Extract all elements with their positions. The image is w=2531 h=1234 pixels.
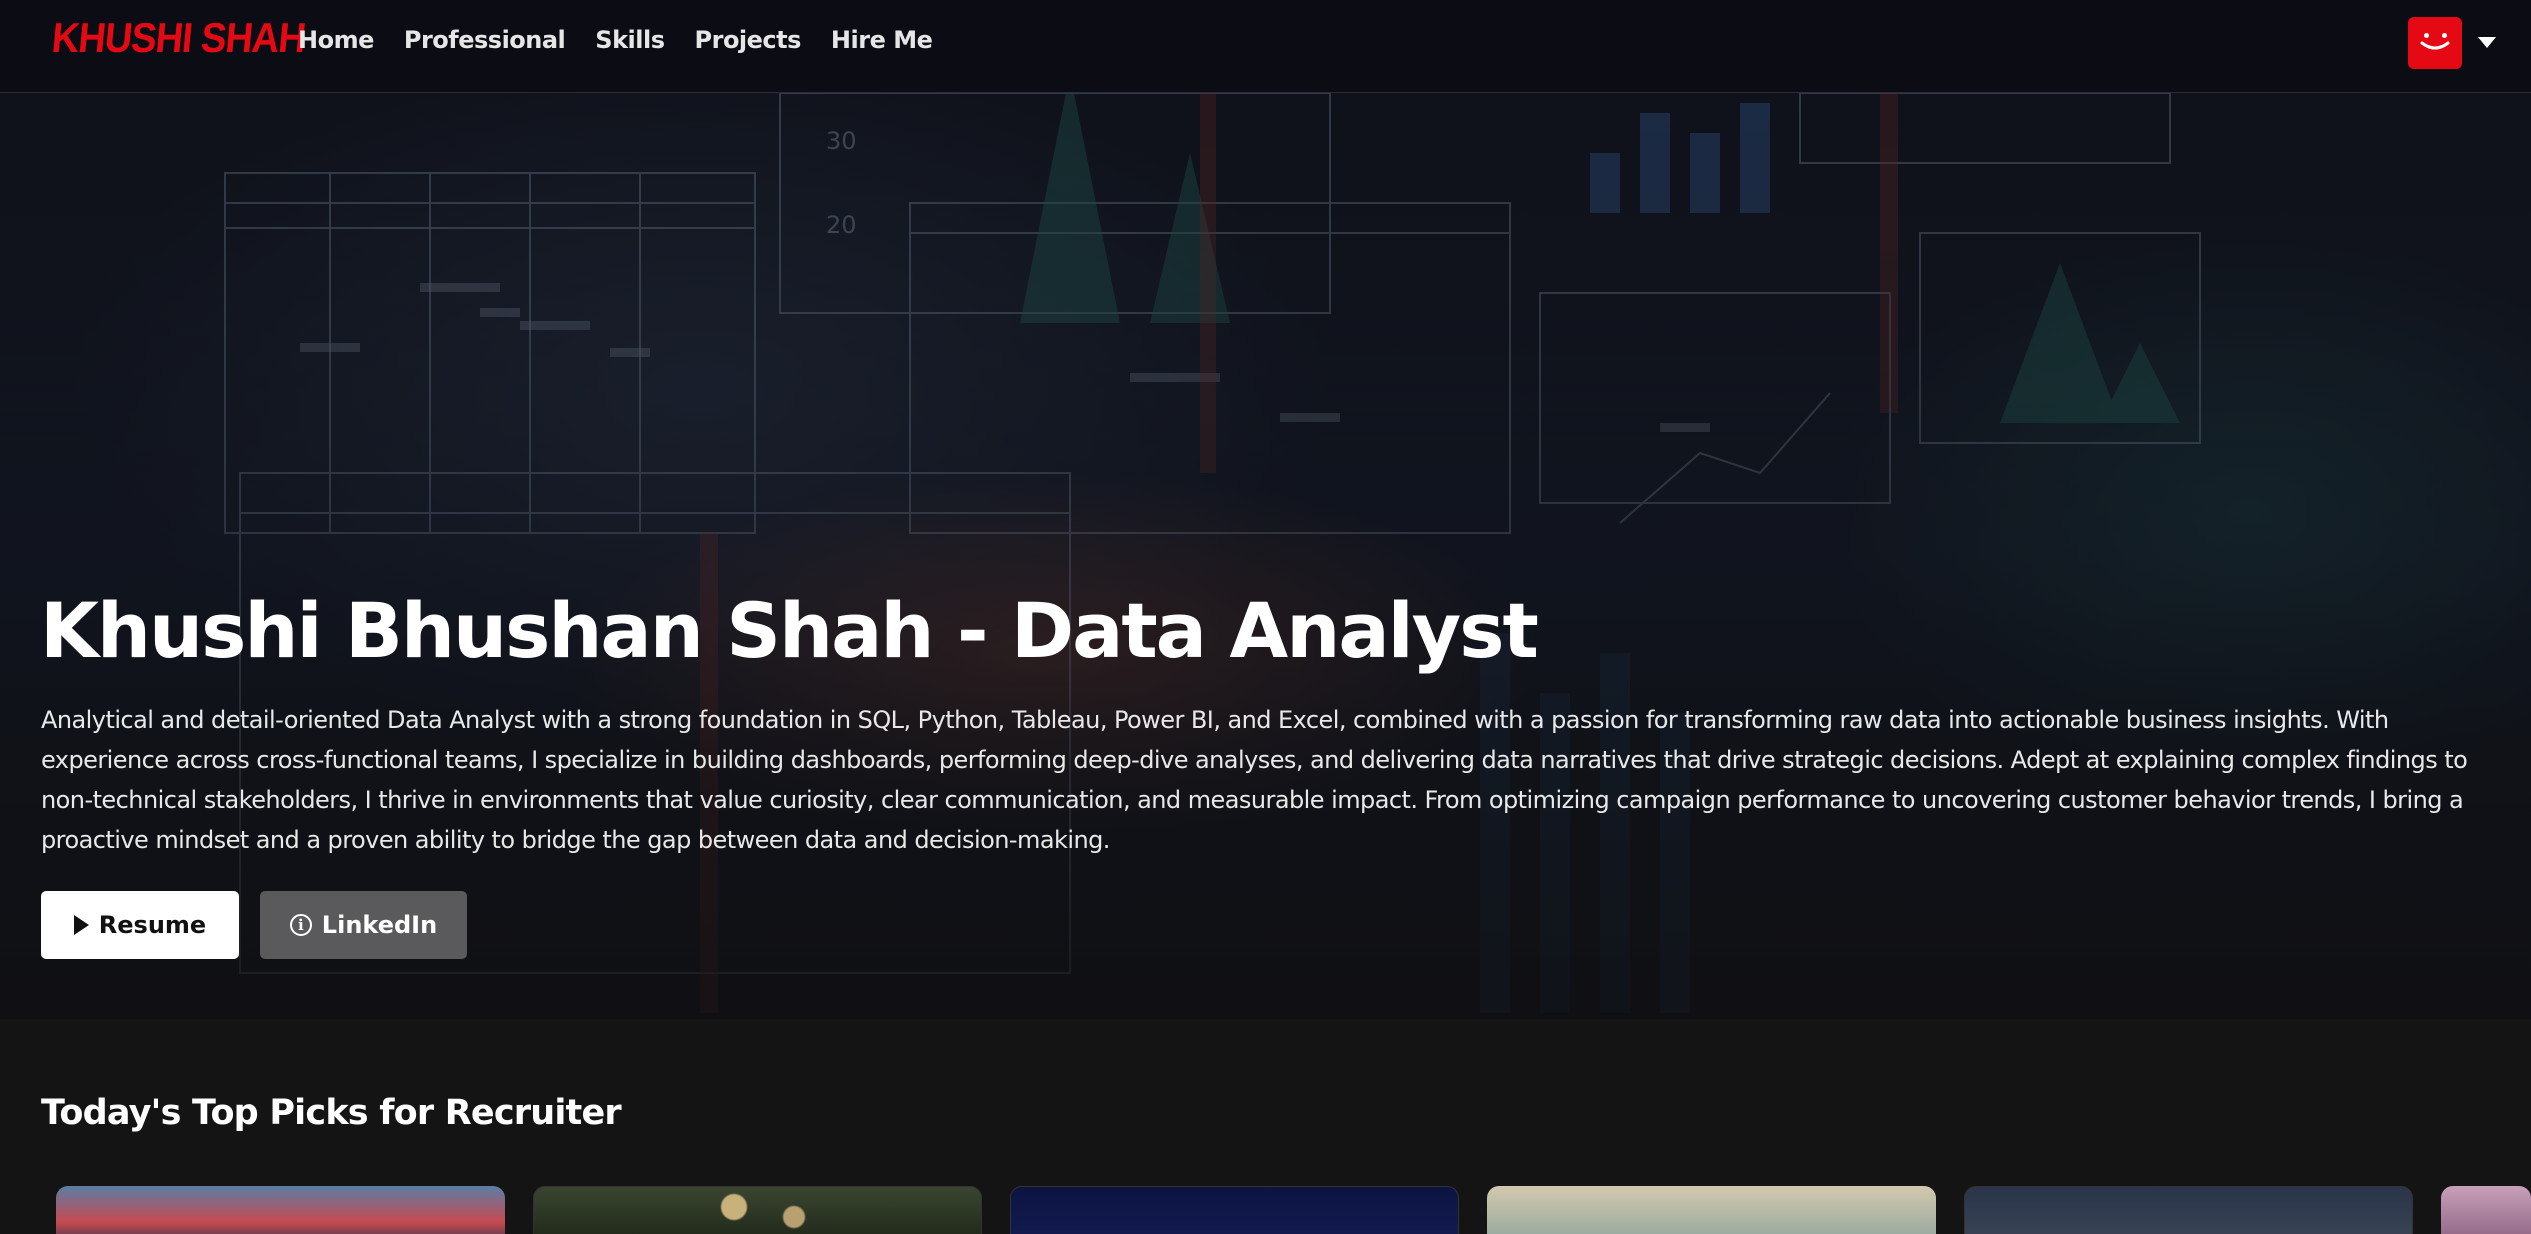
caret-down-icon[interactable] — [2478, 37, 2496, 48]
top-pick-card-5[interactable] — [1964, 1186, 2413, 1234]
linkedin-button[interactable]: i LinkedIn — [260, 891, 467, 959]
nav-link-projects[interactable]: Projects — [694, 26, 802, 54]
row-title: Today's Top Picks for Recruiter — [41, 1093, 622, 1133]
hero-gradient-overlay — [0, 93, 2531, 1019]
avatar-smile — [2420, 41, 2450, 50]
hero-banner: 30 20 Khushi Bhushan Shah - Data Analyst… — [0, 93, 2531, 1019]
play-icon — [73, 915, 89, 935]
info-icon: i — [289, 914, 312, 936]
top-pick-card-1[interactable] — [56, 1186, 505, 1234]
top-pick-card-6[interactable] — [2441, 1186, 2531, 1234]
logo[interactable]: KHUSHI SHAH — [49, 15, 308, 63]
hero-title: Khushi Bhushan Shah - Data Analyst — [40, 586, 1539, 675]
top-navbar: KHUSHI SHAH Home Professional Skills Pro… — [0, 0, 2531, 93]
nav-link-skills[interactable]: Skills — [595, 26, 665, 54]
top-pick-card-4[interactable] — [1487, 1186, 1936, 1234]
smiley-avatar-icon[interactable] — [2408, 17, 2462, 69]
nav-link-professional[interactable]: Professional — [403, 26, 566, 54]
top-pick-card-2[interactable] — [533, 1186, 982, 1234]
avatar-eye-left — [2424, 33, 2429, 38]
resume-button[interactable]: Resume — [41, 891, 239, 959]
hero-description: Analytical and detail-oriented Data Anal… — [41, 706, 2468, 854]
nav-link-hire-me[interactable]: Hire Me — [830, 26, 933, 54]
resume-button-label: Resume — [98, 911, 207, 939]
nav-links: Home Professional Skills Projects Hire M… — [298, 26, 933, 54]
nav-link-home[interactable]: Home — [298, 26, 374, 54]
linkedin-button-label: LinkedIn — [321, 911, 438, 939]
top-pick-card-3[interactable] — [1010, 1186, 1459, 1234]
avatar-eye-right — [2442, 33, 2447, 38]
